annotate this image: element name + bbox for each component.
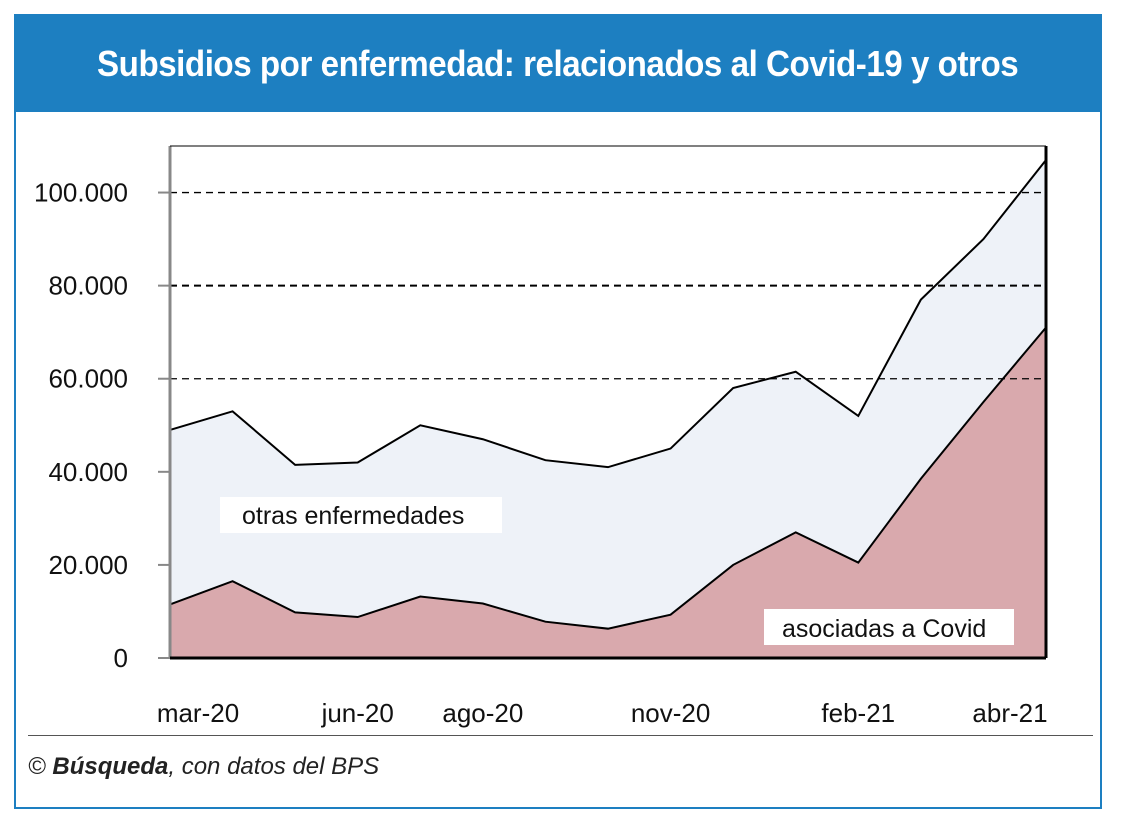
label-box-covid [764, 609, 1014, 645]
copyright-symbol: © [28, 753, 46, 780]
x-tick-label: jun-20 [321, 698, 394, 728]
x-tick-label: abr-21 [972, 698, 1047, 728]
source-credit: © Búsqueda, con datos del BPS [28, 753, 379, 781]
x-tick-label: feb-21 [821, 698, 895, 728]
y-tick-label: 100.000 [34, 178, 128, 208]
chart-title: Subsidios por enfermedad: relacionados a… [97, 43, 1019, 84]
line-total [169, 159, 1047, 469]
y-tick-label: 20.000 [48, 550, 128, 580]
y-tick-label: 80.000 [48, 271, 128, 301]
x-tick-label: ago-20 [442, 698, 523, 728]
source-brand: Búsqueda [52, 753, 169, 780]
area-asociadas-covid [170, 327, 1046, 658]
label-box-otras [220, 497, 502, 533]
series-label-covid: asociadas a Covid [782, 615, 986, 643]
y-tick-label: 60.000 [48, 364, 128, 394]
y-tick-label: 40.000 [48, 457, 128, 487]
header-bar: Subsidios por enfermedad: relacionados a… [16, 16, 1100, 112]
x-tick-label: nov-20 [631, 698, 711, 728]
x-tick-label: mar-20 [157, 698, 239, 728]
line-covid [169, 326, 1047, 630]
y-tick-label: 0 [114, 643, 128, 673]
series-label-otras: otras enfermedades [242, 502, 464, 530]
source-text: , con datos del BPS [168, 753, 380, 780]
footer-divider [28, 735, 1093, 736]
